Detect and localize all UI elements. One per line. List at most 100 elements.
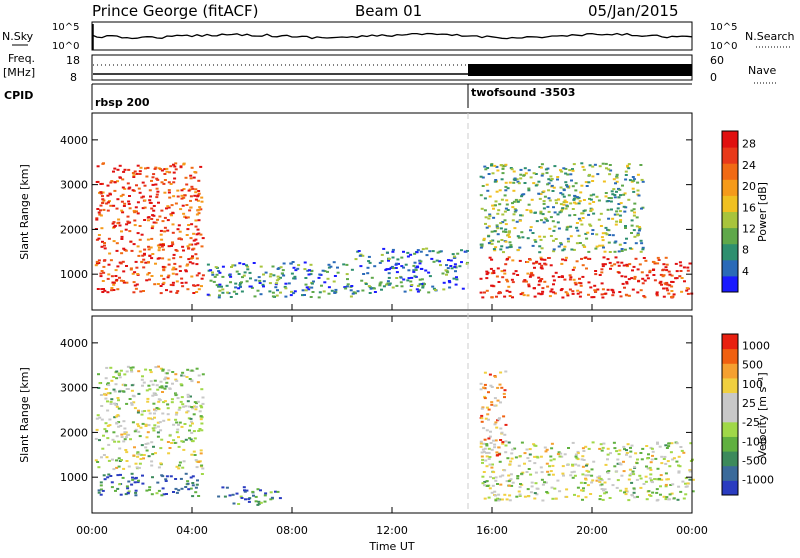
- range-gate-cell: [432, 287, 436, 290]
- range-gate-cell: [345, 263, 349, 266]
- range-gate-cell: [562, 203, 566, 206]
- range-gate-cell: [175, 491, 179, 494]
- range-gate-cell: [221, 291, 225, 294]
- range-gate-cell: [625, 453, 628, 456]
- range-gate-cell: [120, 433, 124, 436]
- range-gate-cell: [651, 481, 654, 484]
- range-gate-cell: [171, 231, 175, 234]
- range-gate-cell: [623, 248, 627, 251]
- range-gate-cell: [117, 457, 121, 460]
- range-gate-cell: [153, 283, 157, 286]
- range-gate-cell: [196, 199, 200, 202]
- range-gate-cell: [137, 466, 141, 469]
- range-gate-cell: [198, 428, 202, 430]
- range-gate-cell: [630, 209, 634, 212]
- range-gate-cell: [636, 458, 639, 461]
- range-gate-cell: [181, 285, 185, 288]
- range-gate-cell: [594, 270, 598, 272]
- range-gate-cell: [186, 480, 190, 483]
- range-gate-cell: [118, 447, 122, 450]
- range-gate-cell: [502, 251, 505, 254]
- range-gate-cell: [579, 481, 583, 484]
- range-gate-cell: [581, 465, 585, 468]
- range-gate-cell: [101, 240, 104, 243]
- range-gate-cell: [303, 261, 307, 264]
- range-gate-cell: [98, 416, 102, 419]
- range-gate-cell: [178, 230, 182, 233]
- range-gate-cell: [645, 498, 649, 501]
- range-gate-cell: [192, 450, 196, 453]
- range-gate-cell: [575, 222, 579, 224]
- range-gate-cell: [666, 478, 670, 481]
- range-gate-cell: [632, 190, 636, 193]
- range-gate-cell: [179, 477, 183, 480]
- range-gate-cell: [588, 223, 592, 226]
- range-gate-cell: [201, 396, 205, 399]
- range-gate-cell: [263, 494, 267, 497]
- range-gate-cell: [540, 247, 544, 250]
- range-gate-cell: [143, 199, 147, 202]
- range-gate-cell: [669, 484, 673, 486]
- range-gate-cell: [94, 437, 98, 440]
- range-gate-cell: [541, 290, 545, 293]
- range-gate-cell: [156, 421, 160, 424]
- range-gate-cell: [484, 216, 488, 219]
- range-gate-cell: [195, 233, 199, 236]
- range-gate-cell: [142, 258, 146, 261]
- range-gate-cell: [119, 195, 123, 198]
- range-gate-cell: [197, 288, 201, 291]
- range-gate-cell: [333, 291, 337, 294]
- range-gate-cell: [167, 206, 171, 209]
- range-gate-cell: [585, 267, 588, 270]
- range-gate-cell: [169, 165, 173, 168]
- range-gate-cell: [537, 180, 541, 183]
- range-gate-cell: [622, 205, 626, 208]
- range-gate-cell: [597, 477, 601, 480]
- range-gate-cell: [115, 249, 119, 252]
- range-gate-cell: [234, 286, 238, 289]
- range-gate-cell: [391, 250, 395, 253]
- range-gate-cell: [396, 258, 400, 261]
- range-gate-cell: [144, 368, 148, 371]
- range-gate-cell: [535, 493, 539, 496]
- range-gate-cell: [311, 291, 315, 293]
- range-gate-cell: [441, 272, 445, 275]
- range-gate-cell: [166, 377, 170, 380]
- range-gate-cell: [97, 211, 101, 214]
- range-gate-cell: [447, 280, 451, 282]
- range-gate-cell: [566, 294, 570, 297]
- range-gate-cell: [116, 168, 120, 171]
- range-gate-cell: [612, 291, 615, 294]
- range-gate-cell: [490, 163, 494, 166]
- range-gate-cell: [488, 213, 492, 216]
- range-gate-cell: [132, 454, 136, 457]
- freq-unit: [MHz]: [3, 66, 35, 79]
- range-gate-cell: [492, 207, 495, 210]
- range-gate-cell: [150, 441, 154, 444]
- range-gate-cell: [594, 247, 598, 250]
- range-gate-cell: [99, 192, 103, 195]
- range-gate-cell: [177, 436, 180, 439]
- range-gate-cell: [551, 220, 555, 223]
- range-gate-cell: [577, 464, 581, 467]
- range-gate-cell: [159, 429, 163, 432]
- range-gate-cell: [662, 495, 666, 498]
- range-gate-cell: [151, 183, 155, 186]
- range-gate-cell: [186, 396, 190, 398]
- range-gate-cell: [141, 375, 144, 378]
- range-gate-cell: [618, 188, 622, 191]
- range-gate-cell: [480, 455, 484, 458]
- range-gate-cell: [290, 290, 293, 293]
- y-tick-label: 4000: [60, 337, 88, 350]
- range-gate-cell: [679, 270, 683, 272]
- range-gate-cell: [564, 181, 568, 184]
- range-gate-cell: [664, 256, 668, 259]
- range-gate-cell: [632, 179, 636, 182]
- range-gate-cell: [211, 273, 215, 276]
- range-gate-cell: [509, 244, 513, 247]
- range-gate-cell: [189, 174, 193, 177]
- range-gate-cell: [528, 453, 532, 456]
- colorbar-tick-label: -100: [742, 435, 767, 448]
- range-gate-cell: [635, 462, 639, 465]
- range-gate-cell: [137, 430, 141, 433]
